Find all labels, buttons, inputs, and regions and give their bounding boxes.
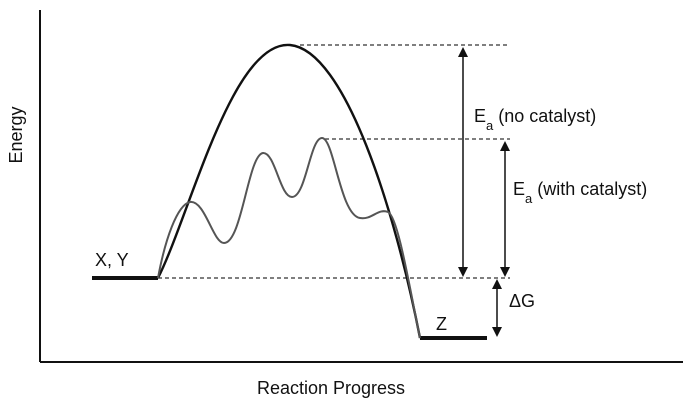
reactants-label: X, Y — [95, 250, 129, 270]
ea-no-catalyst-sub: a — [486, 118, 494, 133]
ea-no-catalyst-label: Ea (no catalyst) — [474, 106, 596, 133]
ea-no-catalyst-main: E — [474, 106, 486, 126]
catalyzed-curve — [157, 136, 421, 339]
ea-with-catalyst-main: E — [513, 179, 525, 199]
uncatalyzed-curve — [156, 43, 422, 339]
x-axis-label: Reaction Progress — [257, 378, 405, 398]
ea-no-catalyst-suffix: (no catalyst) — [493, 106, 596, 126]
ea-with-catalyst-suffix: (with catalyst) — [532, 179, 647, 199]
delta-g-label: ΔG — [509, 291, 535, 311]
product-label: Z — [436, 314, 447, 334]
ea-with-catalyst-label: Ea (with catalyst) — [513, 179, 647, 206]
y-axis-label: Energy — [6, 106, 26, 163]
ea-with-catalyst-sub: a — [525, 191, 533, 206]
